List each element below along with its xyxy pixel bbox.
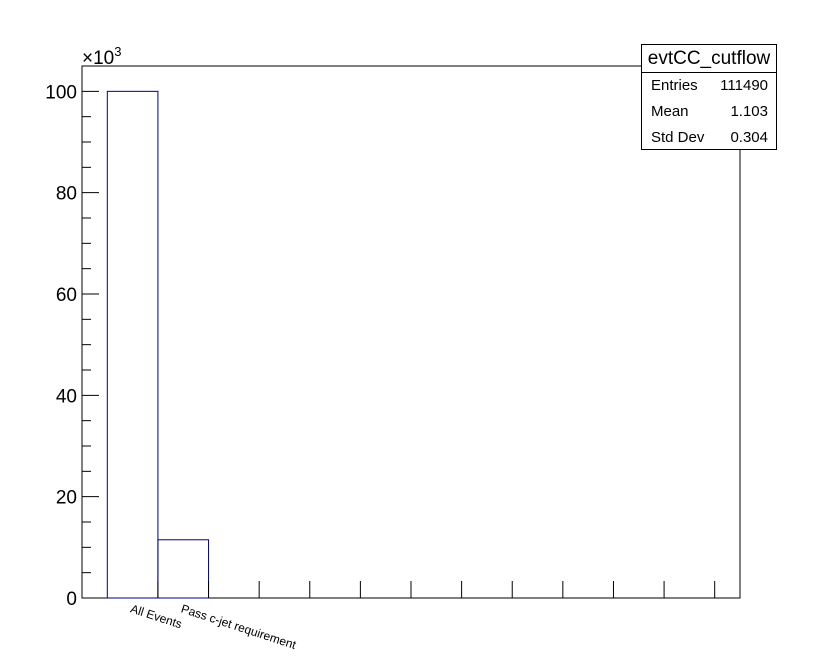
x-category-label: Pass c-jet requirement — [179, 602, 298, 653]
stats-box: evtCC_cutflow Entries 111490 Mean 1.103 … — [641, 44, 777, 150]
y-multiplier-exponent: 3 — [114, 44, 121, 59]
stats-label-entries: Entries — [651, 77, 698, 94]
y-multiplier-label: ×103 — [82, 44, 121, 69]
y-tick-label: 60 — [56, 285, 77, 306]
stats-title: evtCC_cutflow — [642, 45, 776, 73]
stats-value-entries: 111490 — [720, 77, 768, 94]
y-tick-label: 100 — [45, 82, 77, 103]
stats-label-stddev: Std Dev — [651, 129, 705, 146]
y-tick-label: 0 — [66, 589, 77, 610]
stats-row-entries: Entries 111490 — [642, 73, 776, 99]
stats-value-mean: 1.103 — [730, 103, 768, 120]
stats-value-stddev: 0.304 — [730, 129, 768, 146]
y-tick-label: 80 — [56, 184, 77, 205]
x-category-label: All Events — [129, 602, 184, 632]
histogram-bar — [106, 90, 159, 599]
stats-row-stddev: Std Dev 0.304 — [642, 125, 776, 151]
histogram-bar — [157, 539, 210, 599]
stats-row-mean: Mean 1.103 — [642, 99, 776, 125]
stats-label-mean: Mean — [651, 103, 689, 120]
y-tick-label: 40 — [56, 386, 77, 407]
y-tick-label: 20 — [56, 488, 77, 509]
